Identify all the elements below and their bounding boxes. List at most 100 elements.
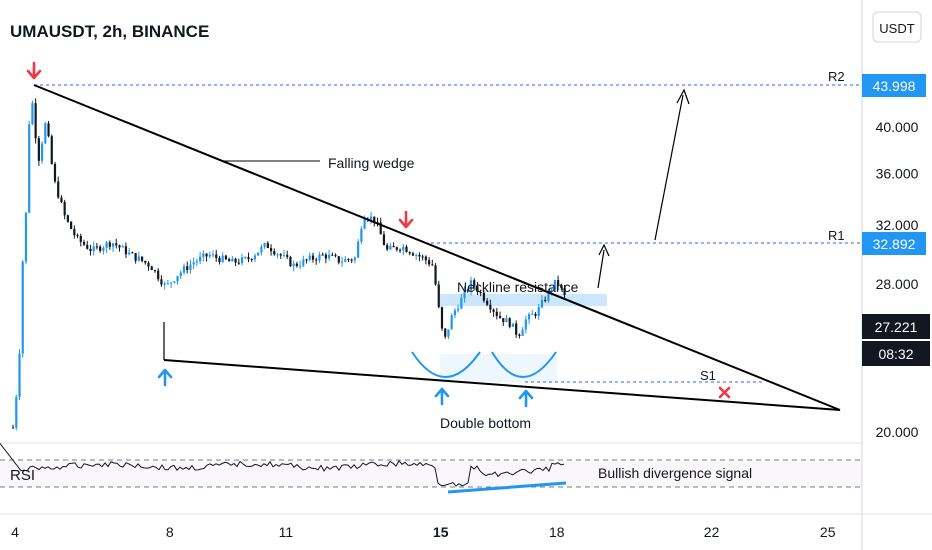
candle-body: [292, 263, 295, 267]
candle-body: [118, 245, 121, 248]
candle-body: [24, 212, 28, 262]
candle-body: [318, 254, 321, 261]
candle-body: [218, 257, 221, 263]
candle-body: [527, 314, 531, 320]
candle-body: [521, 329, 524, 336]
candle-body: [250, 259, 253, 261]
candle-body: [340, 261, 344, 263]
candle-body: [331, 254, 334, 256]
candle-body: [282, 254, 286, 256]
price-tick-label: 40.000: [876, 119, 919, 135]
candle-body: [228, 259, 231, 262]
candle-body: [147, 262, 150, 267]
double-bottom-label: Double bottom: [440, 415, 531, 431]
candle-body: [386, 245, 389, 250]
candle-body: [202, 253, 205, 257]
candle-body: [553, 279, 556, 291]
candle-body: [373, 216, 376, 223]
candle-body: [524, 319, 527, 330]
candle-body: [389, 245, 392, 250]
candle-body: [86, 244, 89, 249]
candle-body: [560, 284, 563, 288]
candle-body: [137, 256, 140, 261]
currency-button[interactable]: USDT: [872, 11, 922, 43]
candle-body: [160, 279, 163, 285]
candle-body: [169, 282, 173, 284]
candle-body: [237, 262, 240, 264]
candle-body: [369, 216, 373, 220]
candle-body: [121, 246, 124, 248]
candle-body: [502, 318, 505, 323]
candle-body: [140, 256, 144, 261]
up-arrow-icon: [518, 389, 534, 408]
candle-body: [402, 246, 405, 251]
candle-body: [47, 123, 50, 137]
candle-body: [395, 247, 398, 250]
candle-body: [531, 313, 534, 315]
candle-body: [134, 253, 137, 261]
candle-body: [324, 254, 327, 259]
candle-body: [221, 255, 224, 263]
candle-body: [431, 264, 434, 266]
candle-body: [289, 256, 292, 267]
candle-body: [108, 242, 111, 247]
candle-body: [460, 297, 463, 309]
candle-body: [253, 255, 257, 260]
candle-body: [31, 103, 34, 125]
price-tick-label: 32.000: [876, 217, 919, 233]
projection-arrow-short: [597, 249, 605, 289]
candle-body: [53, 163, 57, 182]
time-tick-label: 4: [11, 524, 19, 540]
candle-body: [263, 243, 266, 247]
candle-body: [398, 249, 402, 251]
candle-body: [473, 280, 476, 287]
candle-body: [79, 236, 82, 243]
candle-body: [453, 310, 456, 316]
double-bottom-arc-left: [411, 351, 481, 378]
candle-body: [418, 254, 421, 257]
r2-price-badge: 43.998: [862, 74, 926, 97]
candle-body: [444, 328, 447, 337]
down-arrow-icon: [26, 61, 42, 80]
bullish-divergence-label: Bullish divergence signal: [598, 465, 752, 481]
candle-body: [260, 246, 263, 253]
candle-body: [544, 300, 547, 302]
candle-body: [360, 228, 363, 242]
candle-body: [163, 283, 166, 285]
symbol-title: UMAUSDT, 2h, BINANCE: [10, 22, 209, 41]
candle-body: [482, 292, 486, 301]
double-bottom-arc-right: [491, 351, 557, 378]
candle-body: [273, 251, 276, 255]
candle-body: [405, 246, 408, 253]
candle-body: [476, 286, 479, 293]
candle-body: [231, 258, 234, 262]
candle-body: [208, 254, 211, 257]
candle-body: [411, 253, 415, 256]
time-axis-ticks[interactable]: 4 8 11 15 18 22 25: [11, 524, 836, 540]
time-tick-label: 8: [166, 524, 174, 540]
candle-body: [353, 257, 357, 261]
candle-body: [199, 256, 202, 262]
r1-label: R1: [828, 228, 845, 243]
s1-label: S1: [700, 368, 716, 383]
last-price-badge: 27.221: [862, 314, 930, 339]
candle-body: [563, 287, 566, 296]
candle-body: [311, 255, 315, 260]
up-arrow-icon: [434, 387, 450, 406]
candle-body: [192, 262, 195, 265]
time-tick-label: 25: [820, 524, 836, 540]
candle-body: [37, 138, 40, 161]
price-tick-label: 20.000: [876, 424, 919, 440]
candle-body: [315, 259, 318, 261]
candle-body: [515, 323, 518, 335]
candle-body: [286, 254, 289, 257]
candle-body: [157, 270, 160, 280]
candle-body: [89, 248, 92, 251]
candle-body: [76, 235, 79, 237]
candle-body: [66, 215, 69, 222]
candle-body: [434, 265, 437, 285]
candle-body: [15, 397, 18, 428]
projection-arrow-short-head: [598, 243, 610, 257]
